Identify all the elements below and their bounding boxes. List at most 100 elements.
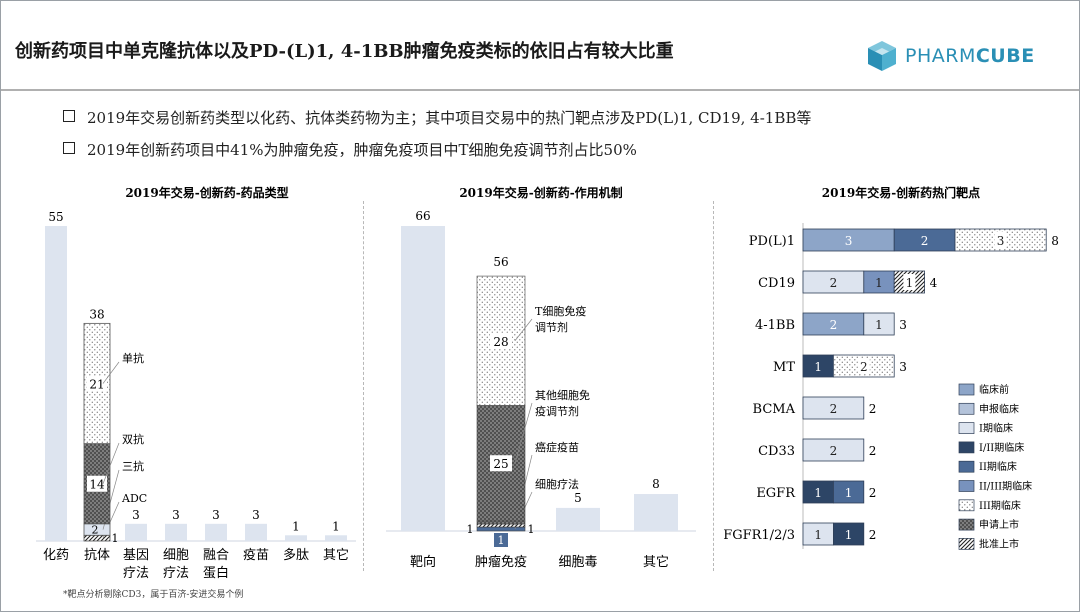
segment-value-label: 2	[830, 318, 838, 332]
segment-value-label: 1	[112, 532, 119, 545]
stack-segment	[476, 520, 526, 525]
segment-value-label: 21	[89, 378, 104, 392]
tick-label: FGFR1/2/3	[723, 528, 795, 543]
tick-label: MT	[773, 360, 795, 375]
annotation-label: 单抗	[122, 351, 144, 365]
segment-label-bg	[903, 274, 916, 290]
segment-value-label: 1	[814, 486, 822, 500]
tick-label: 融合	[203, 548, 229, 563]
bar	[165, 523, 187, 541]
data-label: 38	[89, 307, 104, 321]
total-label: 4	[930, 276, 938, 290]
annotation-leader-line	[514, 318, 533, 341]
segment-value-label: 2	[830, 444, 838, 458]
annotation-label: 细胞疗法	[535, 477, 579, 491]
segment-value-label: 1	[498, 534, 505, 547]
annotation-label: T细胞免疫	[535, 304, 586, 318]
data-label: 1	[292, 519, 300, 533]
total-label: 8	[1051, 234, 1059, 248]
segment-label-bg	[87, 375, 107, 392]
page-title: 创新药项目中单克隆抗体以及PD-(L)1, 4-1BB肿瘤免疫类标的依旧占有较大…	[15, 41, 674, 62]
bullet-text: 2019年交易创新药类型以化药、抗体类药物为主；其中项目交易中的热门靶点涉及PD…	[87, 109, 812, 127]
legend-label: III期临床	[979, 499, 1021, 512]
tick-label: PD(L)1	[749, 234, 795, 249]
panel-divider	[363, 201, 364, 571]
bar	[245, 523, 267, 541]
segment-value-label: 2	[860, 360, 868, 374]
bar	[401, 226, 445, 531]
tick-label: 其它	[323, 547, 349, 563]
segment-value-label: 1	[845, 486, 853, 500]
annotation-label: 癌症疫苗	[535, 440, 579, 454]
tick-label: 疫苗	[243, 547, 269, 563]
logo-text-bold: CUBE	[975, 45, 1035, 67]
annotation-label: ADC	[121, 492, 147, 505]
chart-mechanism: 2019年交易-创新药-作用机制 66 靶向 56 肿瘤免疫 5 细胞毒 8 其它 1 1 1 细胞疗法…	[386, 185, 696, 570]
bar-segment	[802, 438, 865, 462]
segment-value-label: 1	[814, 360, 822, 374]
tick-label: 化药	[43, 548, 69, 563]
logo-text-light: PHARM	[905, 45, 976, 67]
title-divider	[1, 89, 1079, 91]
segment-value-label: 1	[875, 276, 883, 290]
bar-segment	[833, 480, 865, 504]
tick-label: CD19	[758, 276, 795, 291]
annotation-label: 双抗	[122, 432, 144, 446]
legend-swatch	[958, 441, 975, 454]
legend-label: I/II期临床	[979, 441, 1024, 454]
legend-label: 申请上市	[979, 518, 1019, 531]
tick-label: 疗法	[163, 566, 189, 581]
annotation-leader-line	[102, 361, 120, 384]
legend-swatch	[958, 422, 975, 434]
tick-label: 其它	[643, 554, 669, 570]
total-label: 2	[869, 402, 877, 416]
tick-label: 疗法	[123, 566, 149, 581]
tick-label: 肿瘤免疫	[475, 554, 527, 570]
bar	[325, 535, 347, 541]
legend-swatch	[958, 402, 975, 415]
legend-label: 临床前	[979, 383, 1009, 396]
segment-value-label: 1	[814, 528, 822, 542]
legend-label: I期临床	[979, 422, 1013, 435]
pharmcube-logo: PHARMCUBE	[865, 39, 1035, 75]
tick-label: 细胞毒	[558, 555, 597, 570]
legend-label: II/III期临床	[979, 480, 1032, 493]
segment-label-bg	[87, 475, 107, 492]
tick-label: 抗体	[84, 548, 110, 563]
chart-title: 2019年交易-创新药-作用机制	[459, 185, 622, 200]
tick-label: 基因	[123, 548, 149, 563]
legend-swatch	[958, 383, 975, 396]
tick-label: 细胞	[163, 548, 189, 563]
legend-label: II期临床	[979, 460, 1017, 473]
bar	[45, 226, 67, 541]
bar-segment	[863, 312, 895, 336]
total-label: 2	[869, 528, 877, 542]
bullet-square-icon	[63, 110, 75, 122]
segment-value-label: 2	[830, 276, 838, 290]
annotation-leader-line	[102, 442, 120, 484]
segment-value-label: 1	[467, 523, 474, 536]
bar-segment	[802, 396, 865, 420]
cube-logo-icon	[868, 41, 896, 71]
segment-value-label: 1	[845, 528, 853, 542]
data-label: 56	[493, 255, 508, 269]
segment-label-bg	[994, 232, 1007, 248]
bullet-item: 2019年交易创新药类型以化药、抗体类药物为主；其中项目交易中的热门靶点涉及PD…	[63, 107, 811, 128]
segment-value-label: 3	[997, 234, 1005, 248]
segment-label-bg	[857, 358, 870, 374]
segment-value-label: 1	[528, 523, 535, 536]
bar	[125, 523, 147, 541]
bar	[205, 523, 227, 541]
segment-value-label: 3	[845, 234, 853, 248]
legend-label: 批准上市	[979, 537, 1019, 550]
annotation-label: 疫调节剂	[535, 404, 579, 418]
data-label: 3	[252, 508, 260, 522]
legend-swatch	[958, 480, 975, 492]
data-label: 1	[332, 519, 340, 533]
bar	[634, 494, 678, 531]
annotation-label: 其他细胞免	[535, 388, 590, 402]
segment-marker	[494, 533, 508, 547]
data-label: 3	[172, 508, 180, 522]
tick-label: 4-1BB	[755, 318, 795, 333]
